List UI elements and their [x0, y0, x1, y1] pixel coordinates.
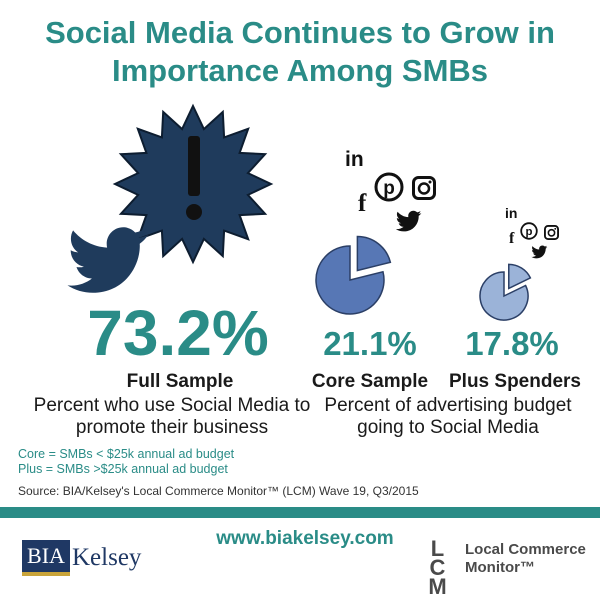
pie-plus-remainder-slice [479, 271, 529, 321]
pie-plus-highlight-slice [508, 263, 532, 290]
plus-definition-note: Plus = SMBs >$25k annual ad budget [18, 462, 228, 476]
core-definition-note: Core = SMBs < $25k annual ad budget [18, 447, 235, 461]
core-sample-value: 21.1% [323, 325, 417, 362]
page-title: Social Media Continues to Grow in Import… [0, 14, 600, 90]
lcm-logo-letters: LCM [425, 536, 450, 593]
plus-spenders-pie [479, 263, 532, 321]
small-twitter-icon [395, 210, 422, 232]
pinterest-icon-small: p [520, 222, 538, 240]
pie-core-highlight-slice [356, 235, 392, 272]
plus-spenders-value: 17.8% [465, 325, 559, 362]
bia-logo-box: BIA [22, 540, 70, 576]
facebook-icon-small: f [509, 230, 515, 247]
core-sample-label: Core Sample [311, 371, 429, 392]
exclamation-burst-icon [112, 103, 274, 265]
small-twitter-icon-plus [531, 245, 548, 259]
lcm-logo-line-2: Monitor™ [465, 559, 535, 576]
instagram-icon [412, 176, 436, 200]
pie-core-remainder-slice [315, 245, 385, 315]
facebook-icon: f [358, 190, 367, 217]
kelsey-logo-text: Kelsey [72, 544, 142, 571]
bia-kelsey-logo: BIA Kelsey [22, 540, 182, 576]
linkedin-icon: in [345, 148, 364, 171]
source-note: Source: BIA/Kelsey's Local Commerce Moni… [18, 484, 419, 498]
pinterest-icon: p [374, 172, 404, 202]
twitter-bird-icon [67, 227, 148, 293]
plus-spenders-label: Plus Spenders [449, 371, 581, 392]
pinterest-letter: p [383, 178, 395, 199]
instagram-icon-small [544, 225, 559, 240]
full-sample-value: 73.2% [87, 297, 269, 369]
core-sample-pie [315, 235, 392, 315]
lcm-logo: LCM Local Commerce Monitor™ [425, 536, 595, 593]
title-line-2: Importance Among SMBs [111, 53, 489, 88]
website-link[interactable]: www.biakelsey.com [216, 528, 394, 549]
full-sample-description: Percent who use Social Media to promote … [33, 395, 311, 438]
lcm-logo-line-1: Local Commerce [465, 541, 586, 558]
pinterest-letter-small: p [526, 226, 533, 238]
ad-budget-description: Percent of advertising budget going to S… [324, 395, 572, 438]
full-sample-label: Full Sample [126, 371, 234, 392]
divider-band [0, 507, 600, 518]
linkedin-icon-small: in [505, 205, 518, 221]
title-line-1: Social Media Continues to Grow in [45, 15, 555, 50]
